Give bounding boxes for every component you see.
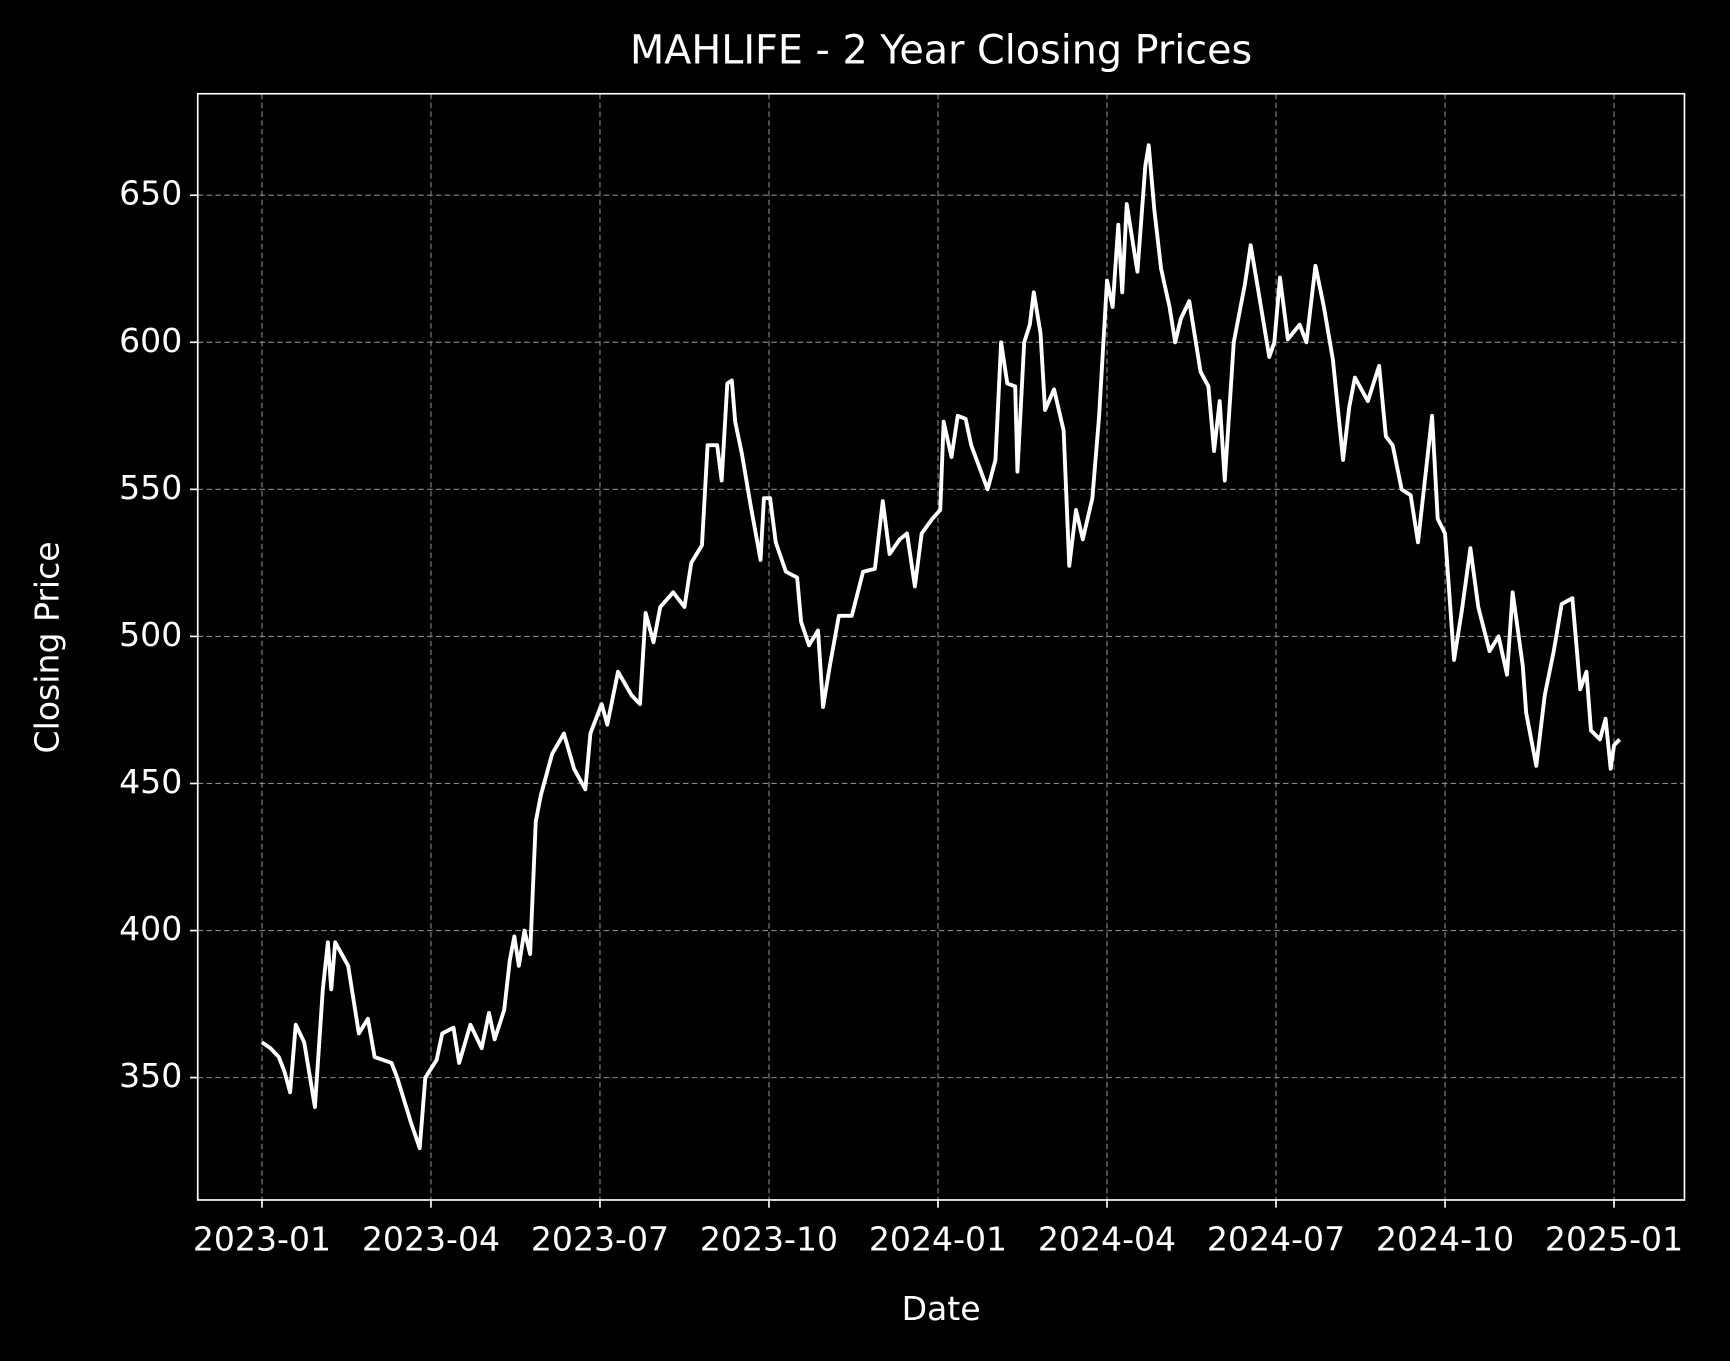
y-tick-label: 500: [119, 615, 182, 654]
x-tick-label: 2024-01: [869, 1220, 1007, 1259]
y-tick-label: 350: [119, 1056, 182, 1095]
y-tick-label: 400: [119, 909, 182, 948]
price-line: [260, 143, 1622, 1151]
x-tick-label: 2023-10: [700, 1220, 838, 1259]
y-tick-label: 650: [119, 174, 182, 213]
y-tick-label: 550: [119, 468, 182, 507]
y-axis-label: Closing Price: [27, 541, 66, 753]
chart-title: MAHLIFE - 2 Year Closing Prices: [630, 27, 1252, 73]
y-tick-label: 450: [119, 762, 182, 801]
x-tick-label: 2024-04: [1038, 1220, 1176, 1259]
x-axis-label: Date: [902, 1289, 981, 1328]
x-tick-label: 2024-07: [1207, 1220, 1345, 1259]
x-tick-label: 2024-10: [1376, 1220, 1514, 1259]
x-tick-label: 2023-04: [362, 1220, 500, 1259]
plot-frame: [196, 92, 1686, 1201]
x-tick-label: 2023-01: [193, 1220, 331, 1259]
y-tick-label: 600: [119, 321, 182, 360]
x-tick-label: 2023-07: [531, 1220, 669, 1259]
x-tick-label: 2025-01: [1545, 1220, 1683, 1259]
